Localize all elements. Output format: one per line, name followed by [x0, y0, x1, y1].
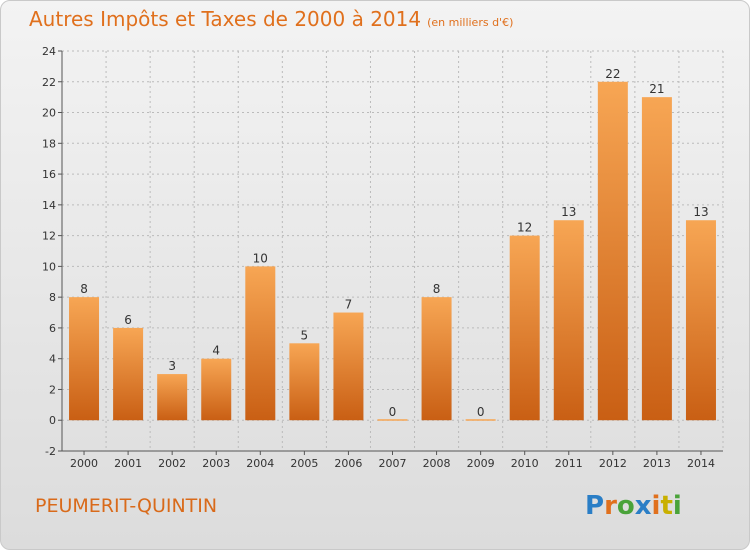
logo-letter: i [651, 491, 661, 521]
bar [377, 419, 408, 421]
bar-value-label: 13 [693, 205, 708, 219]
logo-letter: t [660, 491, 673, 521]
bars: 8 6 3 4 10 5 7 0 8 0 12 13 22 21 13 [69, 67, 716, 421]
logo-letter: i [672, 491, 682, 521]
bar-value-label: 10 [253, 251, 268, 265]
y-tick-label: 12 [42, 230, 56, 243]
x-tick-label: 2005 [290, 457, 318, 470]
bar-value-label: 6 [124, 313, 132, 327]
y-tick-label: 18 [42, 137, 56, 150]
bar-value-label: 3 [168, 359, 176, 373]
bar-value-label: 13 [561, 205, 576, 219]
bar [157, 374, 188, 421]
x-tick-label: 2003 [202, 457, 230, 470]
chart-subtitle: (en milliers d'€) [427, 16, 514, 29]
x-tick-label: 2012 [599, 457, 627, 470]
bar-value-label: 7 [345, 298, 353, 312]
bar [333, 312, 364, 421]
x-tick-label: 2009 [467, 457, 495, 470]
bar [201, 358, 232, 421]
x-tick-label: 2002 [158, 457, 186, 470]
bar-value-label: 22 [605, 67, 620, 81]
x-tick-label: 2013 [643, 457, 671, 470]
y-tick-label: 0 [49, 414, 56, 427]
bar [509, 235, 540, 421]
bar [465, 419, 496, 421]
x-tick-label: 2007 [379, 457, 407, 470]
y-tick-label: 10 [42, 260, 56, 273]
bar-value-label: 12 [517, 221, 532, 235]
y-tick-label: 24 [42, 45, 56, 58]
bar-value-label: 5 [301, 328, 309, 342]
y-tick-label: -2 [45, 445, 56, 458]
y-tick-label: 4 [49, 353, 56, 366]
bar-value-label: 0 [477, 405, 485, 419]
x-tick-label: 2014 [687, 457, 715, 470]
x-tick-label: 2008 [423, 457, 451, 470]
logo-letter: P [585, 491, 605, 521]
y-tick-label: 22 [42, 76, 56, 89]
bar [289, 343, 320, 421]
y-tick-label: 20 [42, 107, 56, 120]
chart-title: Autres Impôts et Taxes de 2000 à 2014 (en… [29, 7, 513, 31]
chart-title-text: Autres Impôts et Taxes de 2000 à 2014 [29, 7, 422, 31]
x-tick-label: 2004 [246, 457, 274, 470]
logo-letter: o [616, 491, 635, 521]
commune-name: PEUMERIT-QUINTIN [35, 495, 218, 517]
bar-value-label: 8 [433, 282, 441, 296]
proxiti-logo: Proxiti [585, 491, 682, 521]
x-tick-label: 2006 [334, 457, 362, 470]
y-tick-label: 14 [42, 199, 56, 212]
bar [597, 81, 628, 421]
y-tick-label: 2 [49, 383, 56, 396]
logo-letter: x [634, 491, 652, 521]
bar [69, 297, 100, 421]
logo-letter: r [604, 491, 617, 521]
x-tick-label: 2010 [511, 457, 539, 470]
bar-value-label: 0 [389, 405, 397, 419]
y-tick-label: 16 [42, 168, 56, 181]
y-tick-label: 8 [49, 291, 56, 304]
bar [245, 266, 276, 421]
x-tick-label: 2000 [70, 457, 98, 470]
x-tick-label: 2011 [555, 457, 583, 470]
bar [421, 297, 452, 421]
bar-value-label: 8 [80, 282, 88, 296]
x-tick-label: 2001 [114, 457, 142, 470]
bar [553, 220, 584, 421]
bar-value-label: 21 [649, 82, 664, 96]
y-tick-label: 6 [49, 322, 56, 335]
bar-value-label: 4 [212, 344, 220, 358]
bar [685, 220, 716, 421]
bar [641, 97, 672, 421]
bar [113, 327, 144, 421]
